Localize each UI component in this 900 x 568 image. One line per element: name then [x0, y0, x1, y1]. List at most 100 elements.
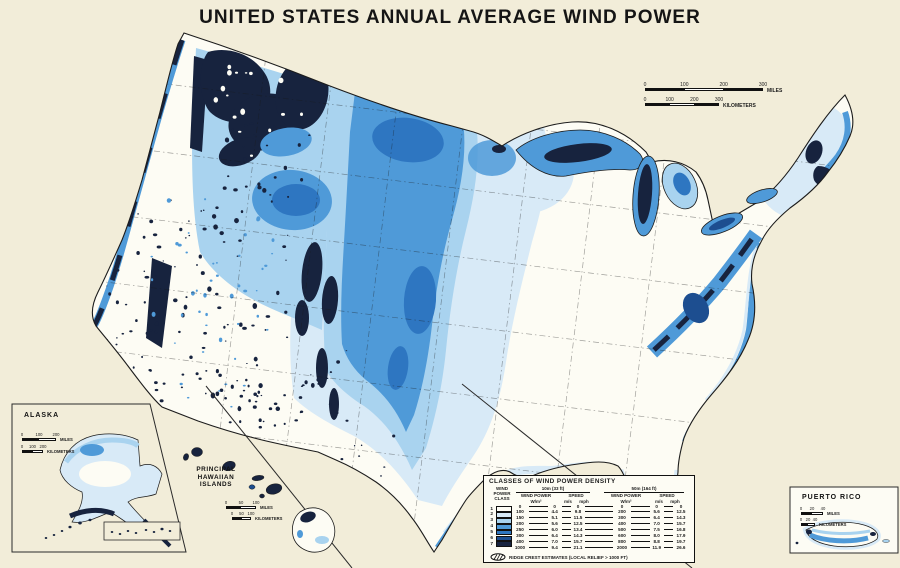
scale-tick-label: 300	[714, 97, 724, 103]
scale-bar-segment	[694, 104, 718, 105]
scale-bar-tick-labels: 0 100 200 300	[644, 97, 724, 103]
alaska-inset	[11, 403, 187, 553]
main-scale-bar-miles: 0 100 200 300 MILES	[644, 82, 783, 94]
legend-subheader-speed: SPEED	[659, 493, 675, 498]
legend-boundary-row: 150 5.1 11.5 300 6.4 14.3	[512, 515, 688, 520]
aleutians-inset-box	[103, 521, 181, 541]
leader-line	[529, 523, 548, 525]
leader-line	[529, 517, 548, 519]
leader-line	[529, 529, 548, 531]
leader-line	[663, 540, 673, 542]
leader-line	[585, 523, 613, 525]
scale-bar-segment	[723, 89, 763, 90]
value-speed-ms-50m: 8.8	[653, 538, 660, 544]
leader-line	[631, 540, 650, 542]
main-scale-bar-kilometers: 0 100 200 300 KILOMETERS	[644, 97, 756, 109]
leader-line	[631, 517, 650, 519]
legend-title: CLASSES OF WIND POWER DENSITY	[489, 478, 616, 485]
lake-ontario	[746, 188, 778, 204]
aleutian-inset-dots	[110, 527, 172, 536]
region-class7-colorado-2	[321, 276, 339, 324]
value-power-50m: 400	[618, 521, 626, 527]
legend-class-swatch	[496, 506, 512, 512]
alaska-south-coast-navy	[69, 507, 115, 519]
region-class5-nebraska-kansas	[403, 266, 437, 334]
value-speed-ms-10m: 7.0	[551, 538, 558, 544]
legend-class-col-header: POWER	[493, 491, 511, 496]
leader-line	[561, 546, 571, 548]
scale-bar-segments	[232, 517, 251, 520]
legend-boundary-row: 200 5.6 12.5 400 7.0 15.7	[512, 521, 688, 526]
island-molokai	[251, 475, 265, 481]
scale-tick-label: 0	[224, 500, 228, 505]
value-power-50m: 800	[618, 538, 626, 544]
value-speed-ms-50m: 11.9	[652, 544, 662, 550]
lake-superior-core	[544, 143, 612, 163]
leader-line	[663, 517, 673, 519]
scale-bar-segment	[227, 507, 241, 508]
island-oahu	[222, 460, 236, 472]
puerto-rico-scale-bar-kilometers: 0 20 40 KILOMETERS	[800, 517, 847, 527]
island-kauai	[191, 447, 203, 457]
region-class4-great-plains	[341, 84, 465, 432]
puerto-rico-inset-label: PUERTO RICO	[802, 494, 862, 501]
scale-tick-label: 200	[719, 82, 728, 88]
scale-bar-segments	[22, 450, 43, 453]
value-speed-ms-50m: 8.0	[653, 533, 660, 538]
alaska-inset-label: ALASKA	[24, 412, 60, 419]
scale-bar-segments	[801, 512, 823, 515]
value-power-50m: 300	[618, 515, 626, 521]
puerto-rico-west-navy	[806, 529, 812, 535]
value-speed-mph-10m: 21.1	[573, 544, 583, 550]
scale-bar-unit-label: KILOMETERS	[47, 449, 75, 454]
leader-line	[561, 517, 571, 519]
scale-bar-segments	[645, 103, 719, 106]
leader-line	[663, 535, 673, 536]
scale-bar-segment	[233, 518, 242, 519]
legend-class-swatch	[496, 529, 512, 536]
leader-line	[663, 511, 673, 513]
scale-tick-label: 300	[758, 82, 768, 88]
value-power-10m: 150	[516, 515, 524, 521]
scale-tick-label: 100	[29, 444, 36, 449]
scale-bar-unit-label: KILOMETERS	[255, 516, 283, 521]
island-kahoolawe	[259, 493, 265, 499]
alaska-inset-border	[11, 403, 187, 553]
legend-class-swatch	[496, 517, 512, 524]
scale-tick-label: 100	[35, 432, 43, 437]
lake-erie-core	[708, 217, 736, 231]
scale-tick-label: 50	[239, 511, 244, 516]
value-speed-ms-10m: 6.4	[551, 533, 558, 538]
legend-class-number: 2	[490, 512, 493, 518]
scale-tick-label: 40	[820, 506, 826, 511]
big-island-navy-ridge	[300, 511, 316, 523]
leader-line	[631, 529, 650, 531]
scale-tick-label: 200	[39, 444, 47, 449]
legend-boundary-row: 250 6.0 13.4 500 7.5 16.8	[512, 527, 688, 532]
legend-unit-wm2: W/m²	[620, 498, 632, 504]
legend-class-number: 7	[490, 541, 493, 547]
legend-group-underline	[604, 491, 684, 493]
scale-bar-unit-label: MILES	[60, 437, 73, 442]
scale-tick-label: 200	[52, 432, 60, 437]
hawaii-scale-bar-kilometers: 0 50 100 KILOMETERS	[230, 511, 283, 521]
scale-tick-label: 100	[680, 82, 689, 88]
legend-class-swatch	[496, 535, 512, 542]
value-speed-mph-50m: 14.3	[676, 515, 686, 521]
value-power-50m: 500	[618, 527, 626, 533]
scale-bar-tick-labels: 0 50 100	[230, 511, 255, 517]
leader-line	[561, 505, 571, 507]
value-speed-mph-10m: 13.4	[573, 527, 583, 533]
scale-bar-tick-labels: 0 100 200	[21, 432, 60, 438]
lake-huron-core	[673, 172, 691, 196]
value-power-50m: 0	[620, 503, 624, 509]
legend-class-number: 1	[490, 506, 493, 512]
scale-bar-segment	[684, 89, 724, 90]
leader-line	[561, 540, 571, 542]
scale-bar-unit-label: MILES	[767, 88, 783, 94]
leader-line	[663, 529, 673, 531]
scale-tick-label: 0	[230, 511, 234, 516]
leader-line	[529, 505, 548, 507]
